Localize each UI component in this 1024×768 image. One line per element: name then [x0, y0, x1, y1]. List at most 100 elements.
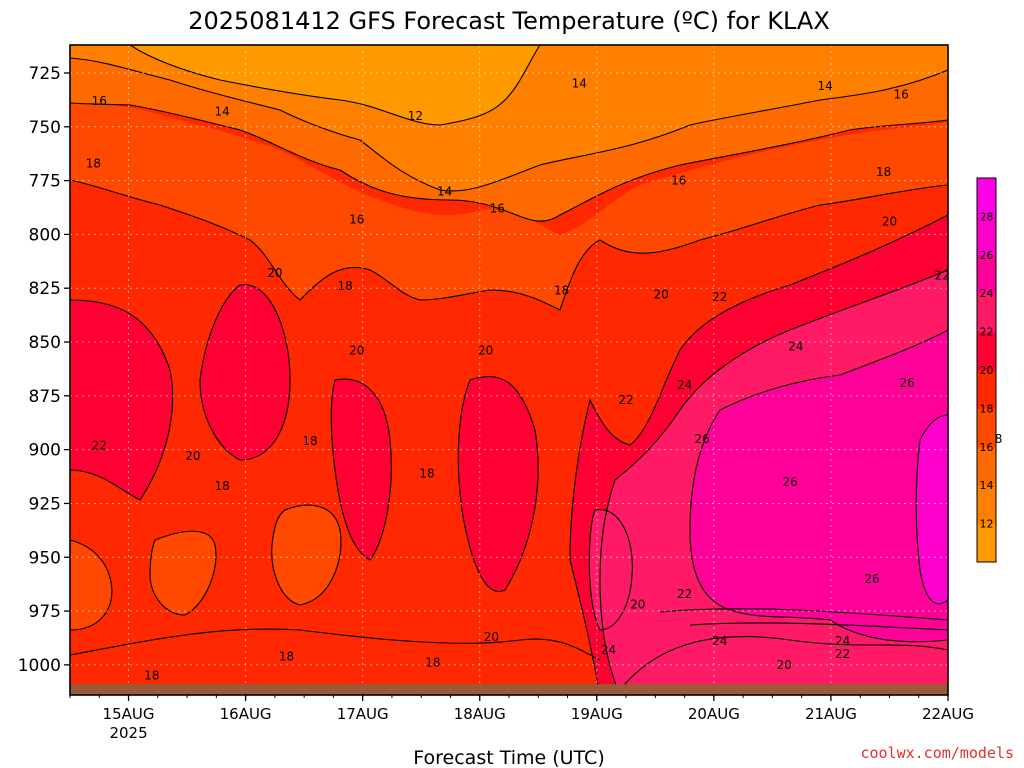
y-tick-label: 725 [29, 64, 61, 84]
colorbar-swatch [977, 254, 996, 294]
region-le-12-upper [130, 45, 540, 125]
region-16-18-left [70, 103, 948, 310]
contour-label: 22 [92, 438, 107, 452]
contour-label: 18 [302, 434, 317, 448]
y-tick-label: 875 [29, 387, 61, 407]
colorbar-label: 14 [980, 479, 994, 492]
contour-20-cell-c [330, 378, 392, 561]
contour-label: 22 [618, 393, 633, 407]
colorbar-swatch [977, 293, 996, 333]
contour-label: 16 [490, 202, 505, 216]
y-tick-label: 775 [29, 172, 61, 192]
contour-20-cell [199, 284, 291, 461]
cell-lt-18-low-c [70, 540, 112, 630]
x-tick-label: 20AUG [688, 705, 740, 723]
y-tick-label: 900 [29, 441, 61, 461]
grid [70, 45, 948, 695]
contour-label: 18 [337, 279, 352, 293]
contour-22-left [70, 299, 174, 501]
colorbar-frame [976, 177, 997, 563]
x-tick-label: 19AUG [571, 705, 623, 723]
contour-22-low [659, 608, 948, 621]
colorbar: 12 14 16 18 20 22 24 26 28 [976, 177, 997, 563]
contour-14 [70, 57, 948, 192]
contour-label: 20 [478, 344, 493, 358]
contour-label: 20 [776, 658, 791, 672]
cell-ge-20-low [458, 376, 539, 592]
contour-18-cell-a [271, 504, 342, 606]
contour-label: 22 [712, 290, 727, 304]
contour-label: 26 [899, 376, 914, 390]
contour-label: 26 [695, 432, 710, 446]
contour-20 [569, 214, 948, 695]
contour-label: 26 [864, 572, 879, 586]
contour-labels: 16 14 12 14 14 16 18 14 16 16 18 16 20 20 18 18 20 22 22 20… [86, 77, 1003, 683]
y-tick-label: 950 [29, 548, 61, 568]
contour-18-cell-b [149, 530, 217, 616]
contour-label: 24 [788, 339, 803, 353]
colorbar-swatch [977, 331, 996, 371]
colorbar-swatch [977, 446, 996, 486]
y-tick-label: 925 [29, 494, 61, 514]
contour-label: 18 [144, 669, 159, 683]
contour-label: 20 [267, 266, 282, 280]
cell-lt-18-low-b [150, 531, 216, 615]
contour-18-low [70, 628, 601, 661]
y-tick-label: 825 [29, 279, 61, 299]
region-ge-26-right [690, 330, 948, 642]
colorbar-swatch [977, 216, 996, 256]
cell-lt-18-low-a [271, 505, 341, 605]
colorbar-label: 20 [980, 364, 994, 377]
contour-label: 22 [677, 587, 692, 601]
contour-label: 22 [835, 647, 850, 661]
contour-label: 16 [894, 88, 909, 102]
region-ge-28-right [916, 415, 948, 604]
credit-text: coolwx.com/models [860, 744, 1014, 762]
contour-22 [599, 269, 948, 695]
contour-label: 20 [349, 344, 364, 358]
contour-label: 22 [935, 268, 950, 282]
contour-label: 14 [437, 184, 452, 198]
contour-12 [129, 45, 541, 126]
colorbar-swatch [977, 370, 996, 409]
contour-label: 18 [215, 479, 230, 493]
y-axis: 725 750 775 800 825 850 875 900 925 950 975 1000 [18, 64, 70, 676]
x-tick-label: 16AUG [220, 705, 272, 723]
contour-20-low [619, 635, 948, 691]
contour-label: 20 [882, 214, 897, 228]
y-tick-label: 800 [29, 225, 61, 245]
cell-ge-20-low-b [331, 379, 392, 560]
contour-label: 14 [215, 105, 230, 119]
contour-label: 18 [876, 165, 891, 179]
x-tick-sublabel: 2025 [109, 724, 147, 742]
colorbar-swatch [977, 485, 996, 525]
contour-label: 26 [782, 475, 797, 489]
contour-label: 24 [712, 634, 727, 648]
colorbar-label: 12 [980, 518, 994, 531]
contour-label: 12 [408, 109, 423, 123]
x-tick-label: 18AUG [454, 705, 506, 723]
x-tick-label: 17AUG [337, 705, 389, 723]
surface-ground [70, 684, 948, 695]
colorbar-label: 16 [980, 441, 994, 454]
contour-24-low [689, 622, 948, 631]
contour-20-cell-b [457, 376, 539, 593]
contour-18 [70, 179, 948, 311]
y-tick-label: 1000 [18, 656, 61, 676]
colorbar-label: 28 [980, 210, 994, 223]
contour-label: 14 [817, 79, 832, 93]
contour-label: 16 [349, 212, 364, 226]
y-tick-label: 750 [29, 118, 61, 138]
contour-label: 18 [425, 656, 440, 670]
contour-16 [70, 102, 948, 222]
chart-title: 2025081412 GFS Forecast Temperature (ºC)… [188, 7, 830, 35]
colorbar-label: 24 [980, 287, 994, 300]
colorbar-label: 22 [980, 326, 994, 339]
x-tick-label: 21AUG [805, 705, 857, 723]
contour-label: 24 [677, 378, 692, 392]
contour-label: 16 [671, 174, 686, 188]
colorbar-swatch [977, 178, 996, 217]
y-tick-label: 975 [29, 602, 61, 622]
